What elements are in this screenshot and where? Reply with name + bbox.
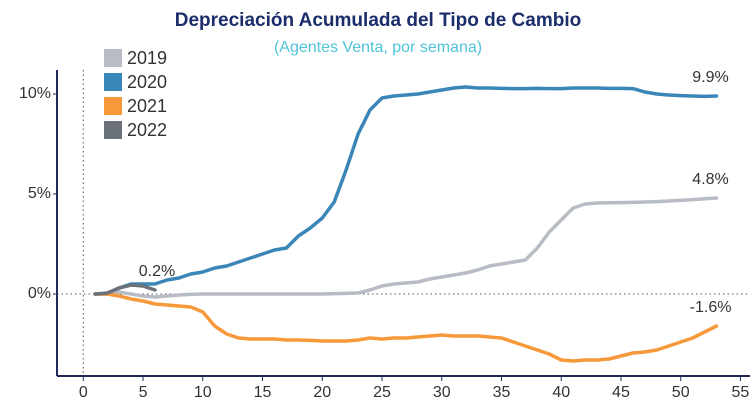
legend-label: 2021	[127, 96, 167, 116]
legend-swatch	[104, 121, 122, 139]
series-line	[93, 292, 719, 363]
x-tick-label: 5	[139, 384, 148, 401]
series-line	[93, 85, 719, 296]
x-tick-label: 30	[433, 384, 451, 401]
series-line	[93, 196, 719, 299]
legend-label: 2020	[127, 72, 167, 92]
legend-label: 2022	[127, 120, 167, 140]
x-tick-label: 0	[79, 384, 88, 401]
chart-subtitle: (Agentes Venta, por semana)	[274, 39, 482, 56]
series-line	[93, 283, 157, 296]
y-tick-label: 0%	[28, 285, 51, 302]
x-tick-label: 25	[373, 384, 391, 401]
y-tick-label: 5%	[28, 185, 51, 202]
legend-swatch	[104, 73, 122, 91]
legend-label: 2019	[127, 48, 167, 68]
data-label: 9.9%	[692, 69, 728, 86]
data-label: 4.8%	[692, 171, 728, 188]
x-tick-label: 55	[732, 384, 750, 401]
chart-title: Depreciación Acumulada del Tipo de Cambi…	[175, 10, 581, 31]
x-tick-label: 15	[254, 384, 272, 401]
x-tick-label: 50	[672, 384, 690, 401]
x-tick-label: 20	[313, 384, 331, 401]
y-tick-label: 10%	[19, 85, 51, 102]
x-tick-label: 40	[552, 384, 570, 401]
legend-swatch	[104, 49, 122, 67]
data-label: -1.6%	[690, 299, 732, 316]
x-tick-label: 10	[194, 384, 212, 401]
x-tick-label: 35	[493, 384, 511, 401]
legend-swatch	[104, 97, 122, 115]
data-label: 0.2%	[139, 263, 175, 280]
x-tick-label: 45	[612, 384, 630, 401]
